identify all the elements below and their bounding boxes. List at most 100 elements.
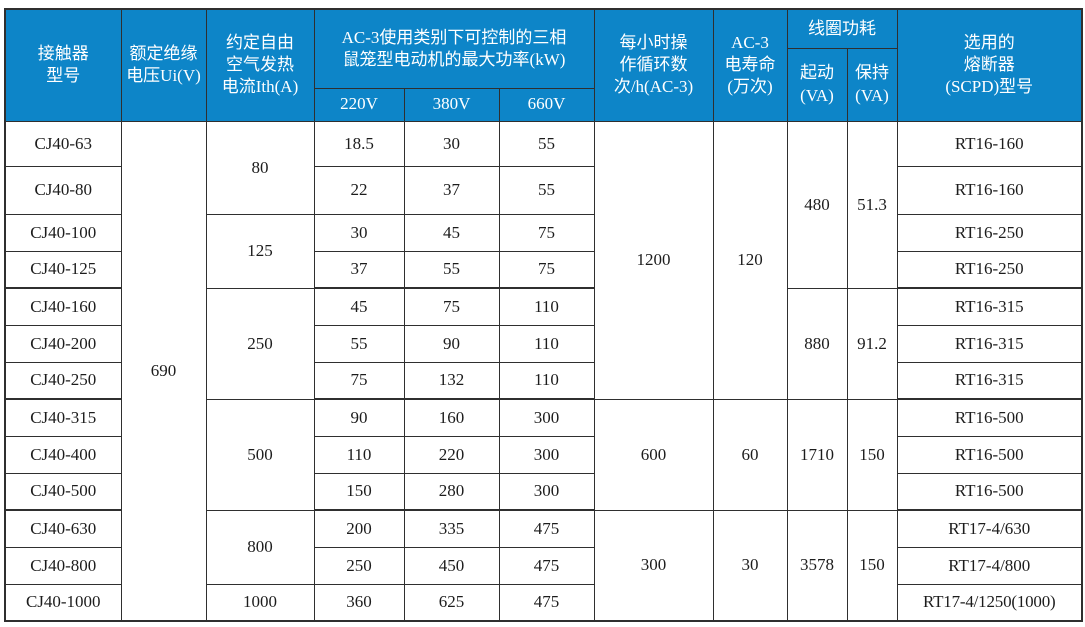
table-row: CJ40-125 37 55 75 RT16-250 — [4, 250, 1083, 289]
kw220-cell: 55 — [313, 324, 405, 363]
fuse-cell: RT17-4/630 — [896, 509, 1083, 548]
coil-start-merged-cell: 480 — [786, 120, 848, 289]
model-cell: CJ40-125 — [4, 250, 122, 289]
header-380v: 380V — [403, 87, 500, 122]
header-row-2: 起动 (VA) 保持 (VA) — [5, 47, 1082, 122]
kw660-cell: 75 — [498, 213, 595, 252]
coil-start-merged-cell: 3578 — [786, 509, 848, 622]
table-row: CJ40-500 150 280 300 RT16-500 — [4, 472, 1083, 511]
header-rated-insulation-voltage: 额定绝缘 电压Ui(V) — [120, 8, 207, 122]
kw660-cell: 110 — [498, 324, 595, 363]
kw220-cell: 200 — [313, 509, 405, 548]
cycles-merged-cell: 600 — [593, 398, 714, 511]
model-cell: CJ40-315 — [4, 398, 122, 437]
kw660-cell: 475 — [498, 546, 595, 585]
model-cell: CJ40-1000 — [4, 583, 122, 622]
header-electrical-life: AC-3 电寿命 (万次) — [712, 8, 788, 122]
kw660-cell: 55 — [498, 120, 595, 167]
kw380-cell: 45 — [403, 213, 500, 252]
kw380-cell: 37 — [403, 165, 500, 215]
fuse-cell: RT16-250 — [896, 250, 1083, 289]
coil-hold-merged-cell: 51.3 — [846, 120, 898, 289]
kw220-cell: 18.5 — [313, 120, 405, 167]
life-merged-cell: 120 — [712, 120, 788, 400]
ith-merged-cell: 80 — [205, 120, 315, 215]
coil-hold-merged-cell: 91.2 — [846, 287, 898, 400]
fuse-cell: RT16-500 — [896, 435, 1083, 474]
spec-table: 接触器 型号 额定绝缘 电压Ui(V) 约定自由 空气发热 电流Ith(A) A… — [4, 8, 1083, 622]
header-coil-hold: 保持 (VA) — [846, 47, 898, 122]
cycles-merged-cell: 300 — [593, 509, 714, 622]
table-row: CJ40-100 125 30 45 75 RT16-250 — [4, 213, 1083, 289]
header-coil-consumption-group: 线圈功耗 — [786, 8, 898, 49]
ui-merged-cell: 690 — [120, 120, 207, 622]
fuse-cell: RT16-315 — [896, 361, 1083, 400]
kw220-cell: 22 — [313, 165, 405, 215]
kw660-cell: 75 — [498, 250, 595, 289]
header-ac3-max-power-group: AC-3使用类别下可控制的三相 鼠笼型电动机的最大功率(kW) — [313, 8, 595, 89]
kw660-cell: 300 — [498, 472, 595, 511]
life-merged-cell: 30 — [712, 509, 788, 622]
table-row: CJ40-800 250 450 475 RT17-4/800 — [4, 546, 1083, 585]
kw380-cell: 280 — [403, 472, 500, 511]
fuse-cell: RT16-160 — [896, 120, 1083, 167]
fuse-cell: RT16-315 — [896, 324, 1083, 363]
fuse-cell: RT17-4/800 — [896, 546, 1083, 585]
table-row: CJ40-400 110 220 300 RT16-500 — [4, 435, 1083, 474]
kw220-cell: 250 — [313, 546, 405, 585]
kw380-cell: 450 — [403, 546, 500, 585]
table-row: CJ40-315 500 90 160 300 600 60 1710 150 … — [4, 398, 1083, 511]
model-cell: CJ40-100 — [4, 213, 122, 252]
kw380-cell: 335 — [403, 509, 500, 548]
kw380-cell: 625 — [403, 583, 500, 622]
header-row-3: 220V 380V 660V — [5, 87, 1082, 122]
kw220-cell: 150 — [313, 472, 405, 511]
fuse-cell: RT16-500 — [896, 472, 1083, 511]
kw380-cell: 55 — [403, 250, 500, 289]
kw660-cell: 300 — [498, 398, 595, 437]
table-row: CJ40-1000 1000 360 625 475 RT17-4/1250(1… — [4, 583, 1083, 622]
table-row: CJ40-630 800 200 335 475 300 30 3578 150… — [4, 509, 1083, 622]
kw380-cell: 30 — [403, 120, 500, 167]
header-model: 接触器 型号 — [4, 8, 122, 122]
header-cycles-per-hour: 每小时操 作循环数 次/h(AC-3) — [593, 8, 714, 122]
header-220v: 220V — [313, 87, 405, 122]
fuse-cell: RT16-315 — [896, 287, 1083, 326]
model-cell: CJ40-80 — [4, 165, 122, 215]
fuse-cell: RT16-250 — [896, 213, 1083, 252]
table-row: CJ40-200 55 90 110 RT16-315 — [4, 324, 1083, 363]
kw380-cell: 132 — [403, 361, 500, 400]
kw380-cell: 160 — [403, 398, 500, 437]
header-660v: 660V — [498, 87, 595, 122]
kw660-cell: 110 — [498, 287, 595, 326]
kw220-cell: 90 — [313, 398, 405, 437]
model-cell: CJ40-160 — [4, 287, 122, 326]
header-row-1: 接触器 型号 额定绝缘 电压Ui(V) 约定自由 空气发热 电流Ith(A) A… — [4, 8, 1083, 122]
kw220-cell: 30 — [313, 213, 405, 252]
coil-hold-merged-cell: 150 — [846, 509, 898, 622]
fuse-cell: RT17-4/1250(1000) — [896, 583, 1083, 622]
life-merged-cell: 60 — [712, 398, 788, 511]
model-cell: CJ40-630 — [4, 509, 122, 548]
header-fuse-model: 选用的 熔断器 (SCPD)型号 — [896, 8, 1083, 122]
kw220-cell: 45 — [313, 287, 405, 326]
ith-merged-cell: 250 — [205, 287, 315, 400]
ith-merged-cell: 125 — [205, 213, 315, 289]
coil-start-merged-cell: 880 — [786, 287, 848, 400]
ith-merged-cell: 500 — [205, 398, 315, 511]
ith-merged-cell: 1000 — [205, 583, 315, 622]
model-cell: CJ40-250 — [4, 361, 122, 400]
model-cell: CJ40-63 — [4, 120, 122, 167]
coil-hold-merged-cell: 150 — [846, 398, 898, 511]
fuse-cell: RT16-500 — [896, 398, 1083, 437]
table-row: CJ40-80 22 37 55 RT16-160 — [4, 165, 1083, 215]
kw660-cell: 300 — [498, 435, 595, 474]
kw660-cell: 475 — [498, 509, 595, 548]
ith-merged-cell: 800 — [205, 509, 315, 585]
kw220-cell: 110 — [313, 435, 405, 474]
fuse-cell: RT16-160 — [896, 165, 1083, 215]
kw660-cell: 475 — [498, 583, 595, 622]
table-row: CJ40-160 250 45 75 110 880 91.2 RT16-315 — [4, 287, 1083, 400]
table-row: CJ40-63 690 80 18.5 30 55 1200 120 480 5… — [4, 120, 1083, 622]
